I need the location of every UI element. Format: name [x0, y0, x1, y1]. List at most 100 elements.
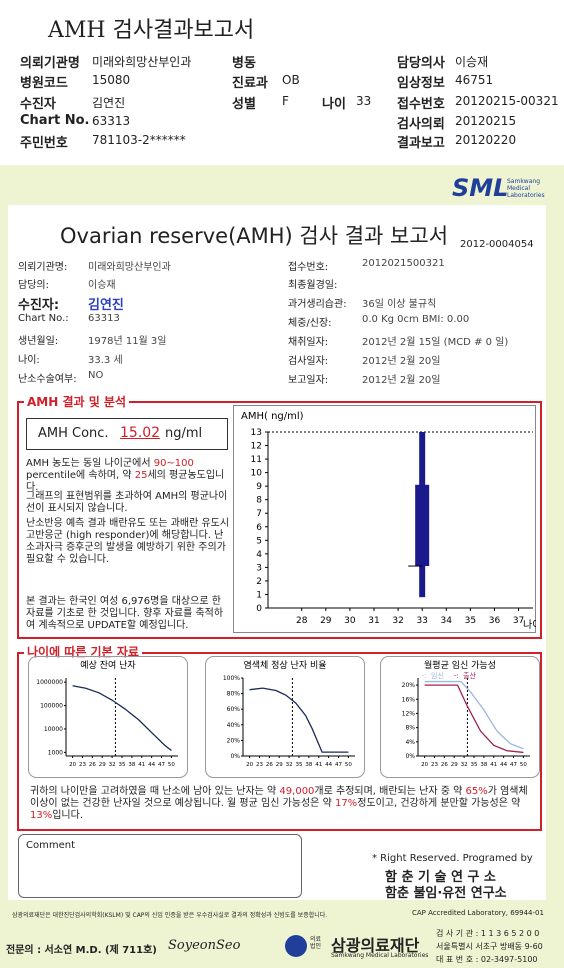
x-tick-label: 44 — [325, 762, 332, 768]
info-label: 검사일자: — [288, 356, 329, 367]
info-value: 김연진 — [88, 298, 124, 313]
x-tick-label: 26 — [89, 762, 96, 768]
y-tick-label: 0 — [256, 604, 262, 614]
value: 이승재 — [455, 55, 489, 69]
info-value: 36일 이상 불규칙 — [362, 299, 437, 310]
chart-title: 월평균 임신 가능성 — [424, 659, 496, 671]
x-tick-label: 35 — [296, 762, 303, 768]
x-tick-label: 41 — [138, 762, 145, 768]
legend-marker: -: — [454, 672, 459, 680]
label: 주민번호 — [20, 136, 68, 151]
comment-label: Comment — [26, 840, 75, 851]
legend-entry: 출산 — [463, 671, 476, 680]
info-label: 과거생리습관: — [288, 299, 347, 310]
x-tick-label: 32 — [461, 762, 468, 768]
x-tick-label: 26 — [441, 762, 448, 768]
x-tick-label: 20 — [421, 762, 428, 768]
org-en: Samkwang Medical Laboratories — [331, 952, 429, 959]
line — [424, 684, 524, 754]
comment-box — [18, 834, 302, 898]
lab: 검 사 기 관 : 1 1 3 6 5 2 0 0 — [436, 929, 540, 938]
conc-unit: ng/ml — [165, 426, 203, 441]
box — [415, 484, 430, 567]
x-tick-label: 29 — [320, 616, 332, 626]
info-value: 1978년 11월 3일 — [88, 336, 167, 347]
value: 33 — [356, 94, 372, 108]
text: 개로 추정되며, 배란되는 난자 중 약 — [314, 786, 466, 797]
report-number: 2012-0004054 — [460, 239, 534, 250]
label: Chart No. — [20, 113, 90, 128]
x-tick-label: 35 — [119, 762, 126, 768]
conc-value: 15.02 — [120, 425, 161, 441]
info-value: NO — [88, 370, 104, 381]
y-tick-label: 8% — [405, 725, 415, 732]
x-tick-label: 50 — [520, 762, 527, 768]
rights: * Right Reserved. Programed by — [372, 853, 533, 864]
y-tick-label: 5 — [256, 536, 262, 546]
x-tick-label: 44 — [500, 762, 507, 768]
value: 781103-2****** — [92, 133, 186, 147]
info-value: 이승재 — [88, 280, 116, 291]
info-value: 33.3 세 — [88, 355, 123, 366]
paragraph: 본 결과는 한국인 여성 6,976명을 대상으로 한 자료를 기초로 한 것입… — [26, 596, 224, 631]
value: 46751 — [455, 73, 494, 87]
logo — [285, 935, 307, 957]
x-tick-label: 41 — [315, 762, 322, 768]
org: 삼광의료재단 — [331, 936, 420, 955]
value: 김연진 — [92, 96, 126, 110]
text: 13% — [30, 810, 53, 821]
x-tick-label: 26 — [266, 762, 273, 768]
label: 담당의사 — [397, 56, 445, 71]
label: 병원코드 — [20, 76, 68, 91]
info-value: 0.0 Kg 0cm BMI: 0.00 — [362, 314, 470, 325]
text: 입니다. — [52, 810, 84, 821]
y-tick-label: 16% — [402, 696, 416, 703]
legend-marker: -: — [422, 672, 427, 680]
chart-frame — [233, 405, 536, 633]
y-tick-label: 6 — [256, 523, 262, 533]
age-chart: 예상 잔여 난자 1000 10000 100000 1000000 20 23 26 29 32… — [28, 656, 188, 778]
value: OB — [282, 73, 300, 87]
age-chart: 염색체 정상 난자 비율 0% 20% 40% 60% 80% 100% 20 23 26 29 32… — [205, 656, 365, 778]
x-tick-label: 47 — [335, 762, 342, 768]
info-value: 미래와희망산부인과 — [88, 262, 171, 273]
label: 의뢰기관명 — [20, 56, 80, 71]
y-tick-label: 12 — [251, 442, 262, 452]
x-tick-label: 23 — [79, 762, 86, 768]
x-tick-label: 38 — [305, 762, 312, 768]
x-tick-label: 35 — [465, 616, 476, 626]
x-tick-label: 47 — [510, 762, 517, 768]
signature: SoyeonSeo — [168, 938, 241, 953]
y-tick-label: 10 — [251, 469, 263, 479]
info-label: 난소수술여부: — [18, 374, 77, 385]
x-axis-label: 나이 — [523, 619, 536, 631]
info-label: 접수번호: — [288, 262, 329, 273]
info-label: 생년월일: — [18, 336, 59, 347]
brand-sub: Samkwang Medical Laboratories — [507, 178, 545, 199]
y-tick-label: 1 — [256, 590, 262, 600]
x-tick-label: 29 — [276, 762, 283, 768]
y-tick-label: 20% — [402, 682, 416, 689]
y-tick-label: 13 — [251, 428, 262, 438]
text: 17% — [334, 798, 358, 809]
text: 세의 평균농도입니다. — [26, 470, 225, 493]
y-axis-label: AMH( ng/ml) — [241, 411, 304, 422]
x-tick-label: 50 — [168, 762, 175, 768]
x-tick-label: 33 — [416, 616, 427, 626]
title: AMH 검사결과보고서 — [48, 18, 255, 43]
info-label: 의뢰기관명: — [18, 262, 68, 273]
value: 15080 — [92, 73, 131, 87]
text: 25 — [134, 470, 148, 481]
label: 검사의뢰 — [397, 117, 445, 132]
chart-frame — [205, 656, 365, 778]
x-tick-label: 38 — [480, 762, 487, 768]
paragraph: AMH 농도는 동일 나이군에서 90~100 percentile에 속하며,… — [26, 458, 231, 494]
text: 49,000 — [279, 786, 315, 797]
text: 65% — [465, 786, 488, 797]
line — [249, 687, 349, 753]
label: 성별 — [232, 97, 256, 112]
y-tick-label: 1000000 — [36, 679, 63, 686]
info-value: 2012년 2월 20일 — [362, 375, 441, 386]
